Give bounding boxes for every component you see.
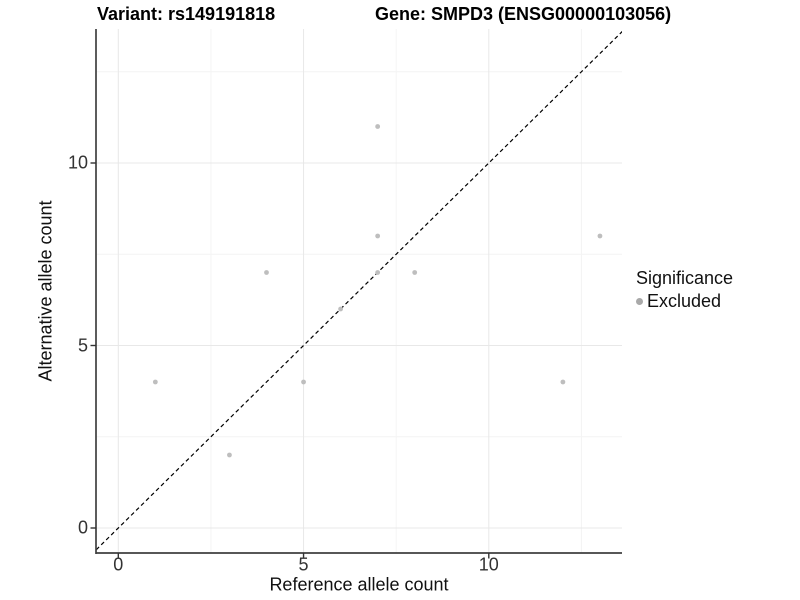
data-point: [412, 270, 418, 275]
y-axis-title: Alternative allele count: [35, 200, 56, 382]
data-point: [227, 452, 232, 458]
y-tick-label: 5: [77, 335, 88, 355]
x-tick-label: 10: [478, 554, 499, 575]
data-point: [560, 379, 566, 385]
legend: Significance Excluded: [636, 268, 733, 312]
data-point: [375, 233, 381, 239]
x-axis-title: Reference allele count: [269, 574, 449, 595]
data-point: [152, 379, 158, 385]
data-point: [301, 379, 306, 385]
data-point: [264, 270, 269, 275]
data-point: [375, 124, 381, 129]
x-tick-label: 0: [113, 554, 124, 575]
gene-title: Gene: SMPD3 (ENSG00000103056): [375, 4, 672, 24]
legend-title: Significance: [636, 268, 734, 288]
data-point: [338, 306, 343, 312]
variant-title: Variant: rs149191818: [97, 4, 276, 24]
y-tick-label: 10: [67, 152, 88, 173]
legend-item-label: Excluded: [647, 291, 722, 311]
y-tick-label: 0: [77, 517, 88, 538]
x-tick-label: 5: [298, 554, 309, 575]
legend-point-icon: [636, 298, 643, 305]
data-point: [597, 233, 603, 239]
legend-item-excluded: Excluded: [636, 291, 733, 312]
identity-line: [96, 30, 622, 551]
data-point: [375, 270, 381, 275]
